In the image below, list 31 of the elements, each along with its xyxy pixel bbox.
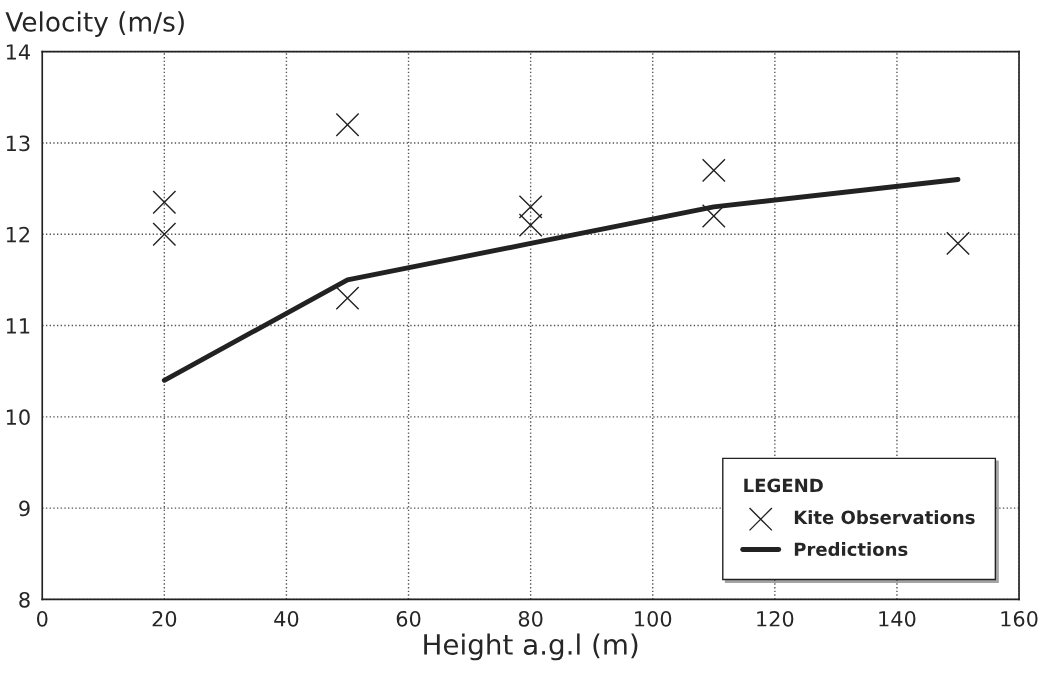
point	[701, 158, 726, 183]
x-tick-label: 0	[36, 610, 48, 627]
x-tick-label: 120	[757, 610, 794, 627]
point	[518, 213, 543, 238]
legend-label: Kite Observations	[794, 510, 975, 525]
x-tick-label: 100	[635, 610, 672, 627]
legend-label: Predictions	[794, 542, 908, 557]
y-tick-label: 14	[6, 44, 30, 60]
point	[335, 112, 360, 137]
line-series	[161, 177, 961, 383]
point	[335, 286, 360, 311]
x-tick-label: 20	[152, 610, 177, 627]
point	[946, 231, 970, 256]
point	[518, 194, 543, 219]
point	[152, 190, 177, 215]
x-tick-label: 80	[518, 610, 543, 627]
y-tick-label: 8	[19, 591, 30, 608]
x-tick-label: 160	[1001, 610, 1038, 627]
y-tick-label: 10	[6, 409, 30, 426]
x-tick-label: 60	[396, 610, 421, 627]
point	[701, 204, 726, 228]
x-tick-label: 40	[274, 610, 299, 627]
legend-title: LEGEND	[744, 478, 823, 493]
y-tick-label: 12	[6, 226, 30, 243]
y-tick-label: 9	[19, 500, 30, 517]
y-tick-label: 13	[6, 135, 30, 152]
point	[152, 222, 177, 247]
x-tick-label: 140	[879, 610, 916, 627]
x-axis-title: Height a.g.l (m)	[424, 633, 638, 661]
y-axis-title: Velocity (m/s)	[5, 11, 184, 37]
y-tick-label: 11	[6, 318, 30, 334]
